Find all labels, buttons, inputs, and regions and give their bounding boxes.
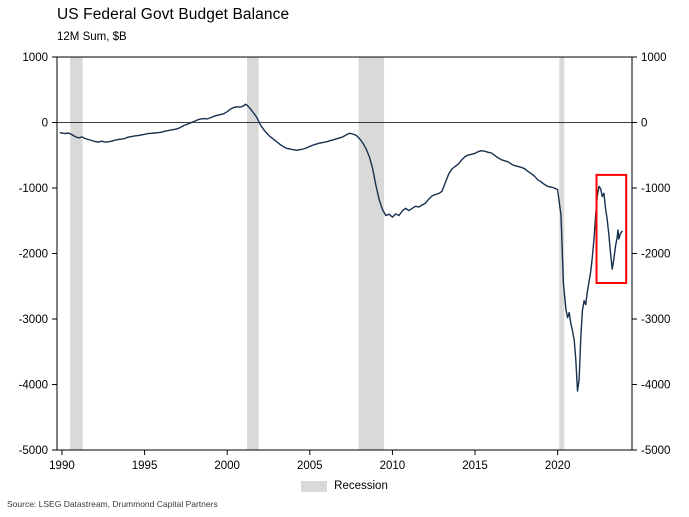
chart-title: US Federal Govt Budget Balance xyxy=(57,6,290,23)
svg-text:1000: 1000 xyxy=(22,52,48,64)
svg-text:-5000: -5000 xyxy=(19,445,48,457)
svg-text:-1000: -1000 xyxy=(641,183,670,195)
svg-text:-3000: -3000 xyxy=(19,314,48,326)
svg-text:1000: 1000 xyxy=(641,52,667,64)
recession-label: Recession xyxy=(334,480,388,492)
svg-text:1990: 1990 xyxy=(49,460,75,472)
svg-text:-1000: -1000 xyxy=(19,183,48,195)
svg-text:2000: 2000 xyxy=(214,460,240,472)
svg-text:2015: 2015 xyxy=(462,460,488,472)
svg-text:-4000: -4000 xyxy=(19,380,48,392)
svg-text:0: 0 xyxy=(641,118,647,130)
svg-text:2005: 2005 xyxy=(297,460,323,472)
svg-text:0: 0 xyxy=(42,118,48,130)
svg-text:-2000: -2000 xyxy=(19,249,48,261)
svg-text:1995: 1995 xyxy=(132,460,158,472)
svg-text:-4000: -4000 xyxy=(641,380,670,392)
svg-text:-3000: -3000 xyxy=(641,314,670,326)
source-note: Source: LSEG Datastream, Drummond Capita… xyxy=(7,499,218,509)
svg-text:-2000: -2000 xyxy=(641,249,670,261)
svg-text:-5000: -5000 xyxy=(641,445,670,457)
chart-legend: Recession xyxy=(0,480,689,492)
recession-swatch xyxy=(301,480,328,492)
chart-subtitle: 12M Sum, $B xyxy=(57,31,127,43)
svg-text:2020: 2020 xyxy=(545,460,571,472)
svg-text:2010: 2010 xyxy=(380,460,406,472)
